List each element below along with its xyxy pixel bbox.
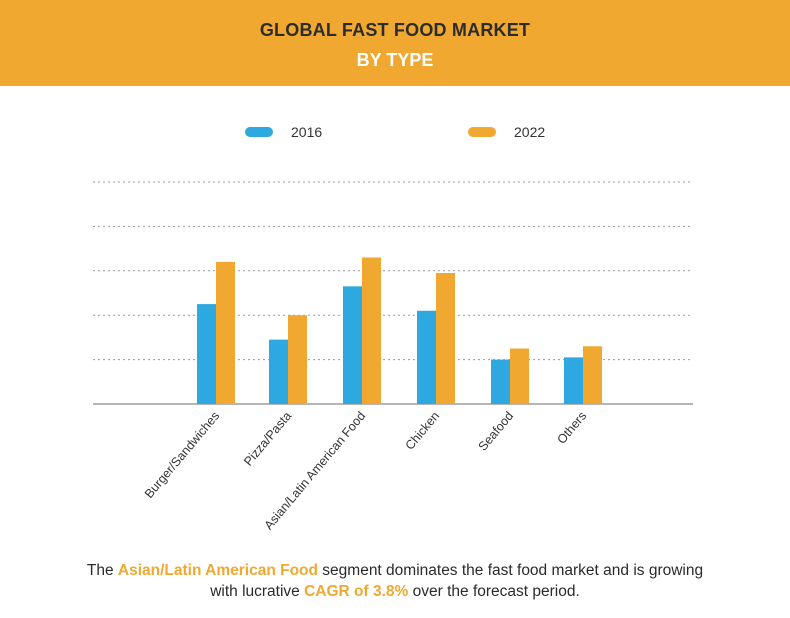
chart-subtitle: BY TYPE <box>356 50 434 70</box>
caption-text: with lucrative <box>210 583 305 600</box>
x-tick-label: Chicken <box>403 409 443 453</box>
caption-line-1: The Asian/Latin American Food segment do… <box>0 560 790 581</box>
bar-2022-burger-sandwiches <box>216 261 235 404</box>
legend-swatch-2016 <box>245 127 273 137</box>
bar-2022-asian-latin-american-food <box>362 257 381 404</box>
bar-2016-chicken <box>417 310 436 404</box>
bar-2022-seafood <box>510 348 529 404</box>
caption-line-2: with lucrative CAGR of 3.8% over the for… <box>0 581 790 602</box>
bar-2022-others <box>583 346 602 404</box>
caption-text: over the forecast period. <box>408 583 580 600</box>
chart-title: GLOBAL FAST FOOD MARKET <box>259 20 531 40</box>
legend-label-2016: 2016 <box>291 124 323 140</box>
x-tick-label: Seafood <box>476 409 517 454</box>
bar-2016-pizza-pasta <box>269 339 288 404</box>
caption-highlight-segment: Asian/Latin American Food <box>117 562 318 579</box>
chart-header: GLOBAL FAST FOOD MARKET BY TYPE <box>0 0 790 86</box>
legend-swatch-2022 <box>468 127 496 137</box>
x-tick-label: Others <box>554 409 589 447</box>
bar-2016-others <box>564 357 583 404</box>
bar-2022-pizza-pasta <box>288 315 307 404</box>
bar-2016-asian-latin-american-food <box>343 286 362 404</box>
bar-2016-seafood <box>491 359 510 404</box>
caption-highlight-cagr: CAGR of 3.8% <box>304 583 409 600</box>
bar-2022-chicken <box>436 273 455 404</box>
legend-item-2016: 2016 <box>245 122 322 142</box>
x-tick-label: Burger/Sandwiches <box>142 409 222 501</box>
legend-label-2022: 2022 <box>514 124 546 140</box>
chart-caption: The Asian/Latin American Food segment do… <box>0 560 790 602</box>
bar-2016-burger-sandwiches <box>197 304 216 404</box>
x-tick-label: Pizza/Pasta <box>241 409 294 469</box>
legend-item-2022: 2022 <box>468 122 545 142</box>
caption-text: segment dominates the fast food market a… <box>317 562 704 579</box>
caption-text: The <box>86 562 118 579</box>
bar-chart: Burger/Sandwiches Pizza/PastaAsian/Latin … <box>93 181 693 532</box>
